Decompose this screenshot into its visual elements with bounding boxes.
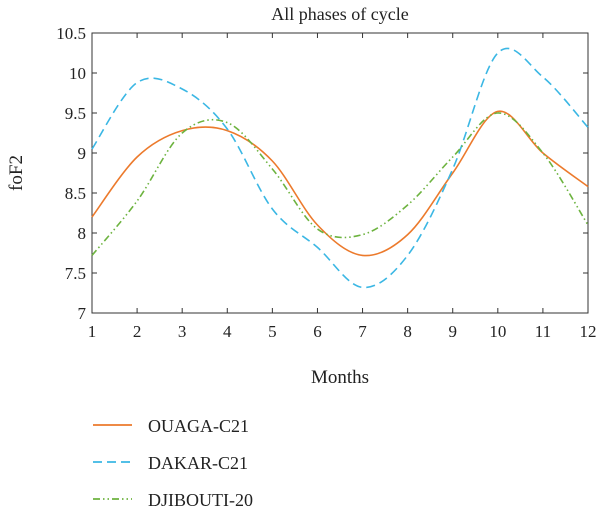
chart-title: All phases of cycle xyxy=(271,4,408,24)
y-tick-labels: 7 7.5 8 8.5 9 9.5 10 10.5 xyxy=(56,24,86,323)
x-tick-label: 11 xyxy=(535,322,551,341)
y-tick-label: 10.5 xyxy=(56,24,86,43)
x-tick-label: 9 xyxy=(448,322,457,341)
legend-label: OUAGA-C21 xyxy=(148,416,249,436)
series-line-2 xyxy=(91,47,589,289)
series-line-3 xyxy=(91,112,589,256)
y-tick-label: 8.5 xyxy=(65,184,86,203)
x-tick-label: 3 xyxy=(178,322,187,341)
y-tick-label: 9.5 xyxy=(65,104,86,123)
x-tick-label: 4 xyxy=(223,322,232,341)
x-axis-title: Months xyxy=(311,367,369,388)
plot-area xyxy=(91,32,589,314)
y-tick-label: 7 xyxy=(78,304,87,323)
axis-ticks xyxy=(91,32,589,314)
x-tick-label: 2 xyxy=(133,322,142,341)
series-layer xyxy=(91,47,589,289)
legend-label: DAKAR-C21 xyxy=(148,453,248,473)
x-tick-label: 5 xyxy=(268,322,277,341)
x-tick-label: 7 xyxy=(358,322,367,341)
series-line-1 xyxy=(91,110,589,257)
x-tick-label: 12 xyxy=(580,322,597,341)
y-axis-title: foF2 xyxy=(6,155,27,191)
x-tick-labels: 1 2 3 4 5 6 7 8 9 10 11 12 xyxy=(88,322,597,341)
y-tick-label: 8 xyxy=(78,224,87,243)
x-tick-label: 8 xyxy=(403,322,412,341)
y-tick-label: 7.5 xyxy=(65,264,86,283)
legend-label: DJIBOUTI-20 xyxy=(148,490,253,507)
y-tick-label: 9 xyxy=(78,144,87,163)
plot-frame xyxy=(91,32,589,314)
y-tick-label: 10 xyxy=(69,64,86,83)
x-tick-label: 1 xyxy=(88,322,97,341)
x-tick-label: 10 xyxy=(489,322,506,341)
x-tick-label: 6 xyxy=(313,322,322,341)
legend: OUAGA-C21 DAKAR-C21 DJIBOUTI-20 xyxy=(93,416,253,507)
